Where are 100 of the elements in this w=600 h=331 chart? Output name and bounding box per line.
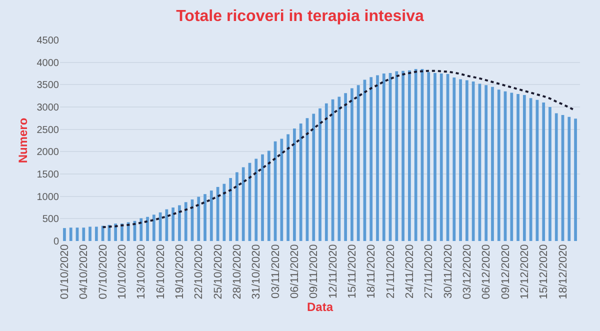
bar	[491, 86, 494, 241]
x-tick-label: 18/12/2020	[557, 244, 570, 300]
bar	[338, 96, 341, 241]
bar	[465, 80, 468, 241]
x-tick-label: 19/10/2020	[174, 244, 186, 300]
bar	[459, 79, 462, 241]
bar	[318, 108, 322, 241]
bar	[267, 150, 270, 241]
bar	[293, 128, 296, 241]
x-tick-label: 13/10/2020	[136, 244, 148, 300]
bar	[434, 73, 436, 241]
y-tick-label: 3500	[36, 80, 60, 92]
x-tick-label: 06/12/2020	[480, 244, 493, 300]
bar	[529, 98, 532, 241]
x-tick-label: 25/10/2020	[212, 244, 224, 300]
bar	[69, 228, 72, 241]
bar	[370, 77, 373, 241]
chart-title: Totale ricoveri in terapia intesiva	[176, 8, 424, 26]
y-axis-title: Numero	[16, 118, 30, 164]
bar	[440, 74, 443, 241]
bar	[402, 70, 404, 241]
y-tick-label: 1500	[36, 170, 60, 180]
x-tick-label: 09/11/2020	[308, 244, 320, 298]
bar	[516, 94, 520, 241]
bar	[94, 226, 98, 241]
bar	[382, 74, 386, 241]
x-tick-label: 24/11/2020	[404, 244, 416, 298]
y-tick-label: 4500	[36, 36, 60, 46]
bar	[452, 78, 456, 241]
bar	[204, 194, 206, 241]
bar	[472, 82, 475, 241]
bar	[548, 107, 552, 241]
bar	[82, 228, 86, 241]
bar	[254, 158, 258, 241]
x-tick-label: 15/12/2020	[538, 244, 550, 300]
bar	[408, 70, 411, 241]
bar	[395, 71, 398, 241]
x-tick-label: 12/11/2020	[327, 244, 340, 298]
x-tick-label: 04/10/2020	[78, 244, 90, 300]
x-tick-label: 18/11/2020	[366, 244, 378, 298]
bar	[554, 113, 558, 241]
bar	[484, 85, 488, 241]
bar	[236, 172, 238, 241]
bar	[63, 228, 66, 241]
x-tick-label: 06/11/2020	[289, 244, 302, 298]
x-tick-label: 28/10/2020	[232, 244, 244, 300]
x-tick-label: 07/10/2020	[97, 244, 110, 300]
bar	[344, 93, 347, 241]
bar	[299, 124, 302, 241]
x-tick-label: 31/10/2020	[250, 244, 263, 300]
bar	[574, 118, 577, 241]
x-tick-label: 16/10/2020	[154, 244, 167, 300]
bar	[510, 92, 514, 241]
x-tick-label: 09/12/2020	[500, 244, 512, 300]
bar	[140, 218, 143, 241]
bar	[356, 85, 360, 241]
x-tick-label: 10/10/2020	[116, 244, 129, 300]
bar	[324, 103, 328, 241]
bar	[114, 224, 118, 241]
bar	[376, 75, 379, 241]
bar	[312, 114, 316, 241]
bar	[542, 102, 546, 241]
bar	[88, 226, 92, 241]
bar	[414, 69, 418, 241]
bar	[568, 116, 571, 241]
x-tick-label: 27/11/2020	[423, 244, 436, 298]
bar	[497, 90, 500, 241]
bar	[146, 216, 149, 241]
y-tick-label: 2000	[36, 147, 60, 158]
bar	[229, 178, 232, 241]
x-tick-label: 21/11/2020	[384, 244, 397, 298]
bar	[242, 167, 245, 241]
x-tick-label: 03/11/2020	[270, 244, 282, 298]
y-tick-label: 0	[53, 236, 60, 248]
x-tick-label: 03/12/2020	[462, 244, 474, 300]
x-tick-label: 01/10/2020	[59, 244, 72, 300]
y-tick-label: 2500	[36, 124, 60, 136]
bar	[222, 184, 226, 241]
x-axis-title: Data	[306, 300, 334, 314]
bar	[210, 190, 213, 241]
bar	[184, 202, 188, 241]
bar	[280, 138, 284, 241]
x-tick-label: 12/12/2020	[518, 244, 531, 300]
x-tick-label: 22/10/2020	[193, 244, 206, 300]
y-tick-label: 3000	[36, 102, 60, 114]
bar	[172, 208, 175, 241]
y-tick-label: 1000	[36, 192, 60, 203]
y-tick-label: 500	[42, 214, 60, 226]
x-tick-label: 30/11/2020	[442, 244, 454, 298]
bar	[261, 154, 264, 241]
bar	[522, 94, 526, 241]
bar	[350, 88, 354, 241]
y-tick-label: 4000	[36, 58, 60, 69]
bar	[286, 134, 290, 241]
bar	[152, 214, 156, 241]
x-tick-label: 15/11/2020	[346, 244, 359, 298]
bar	[427, 72, 430, 241]
bar	[178, 205, 181, 241]
bar	[197, 196, 200, 241]
bar	[126, 222, 130, 241]
